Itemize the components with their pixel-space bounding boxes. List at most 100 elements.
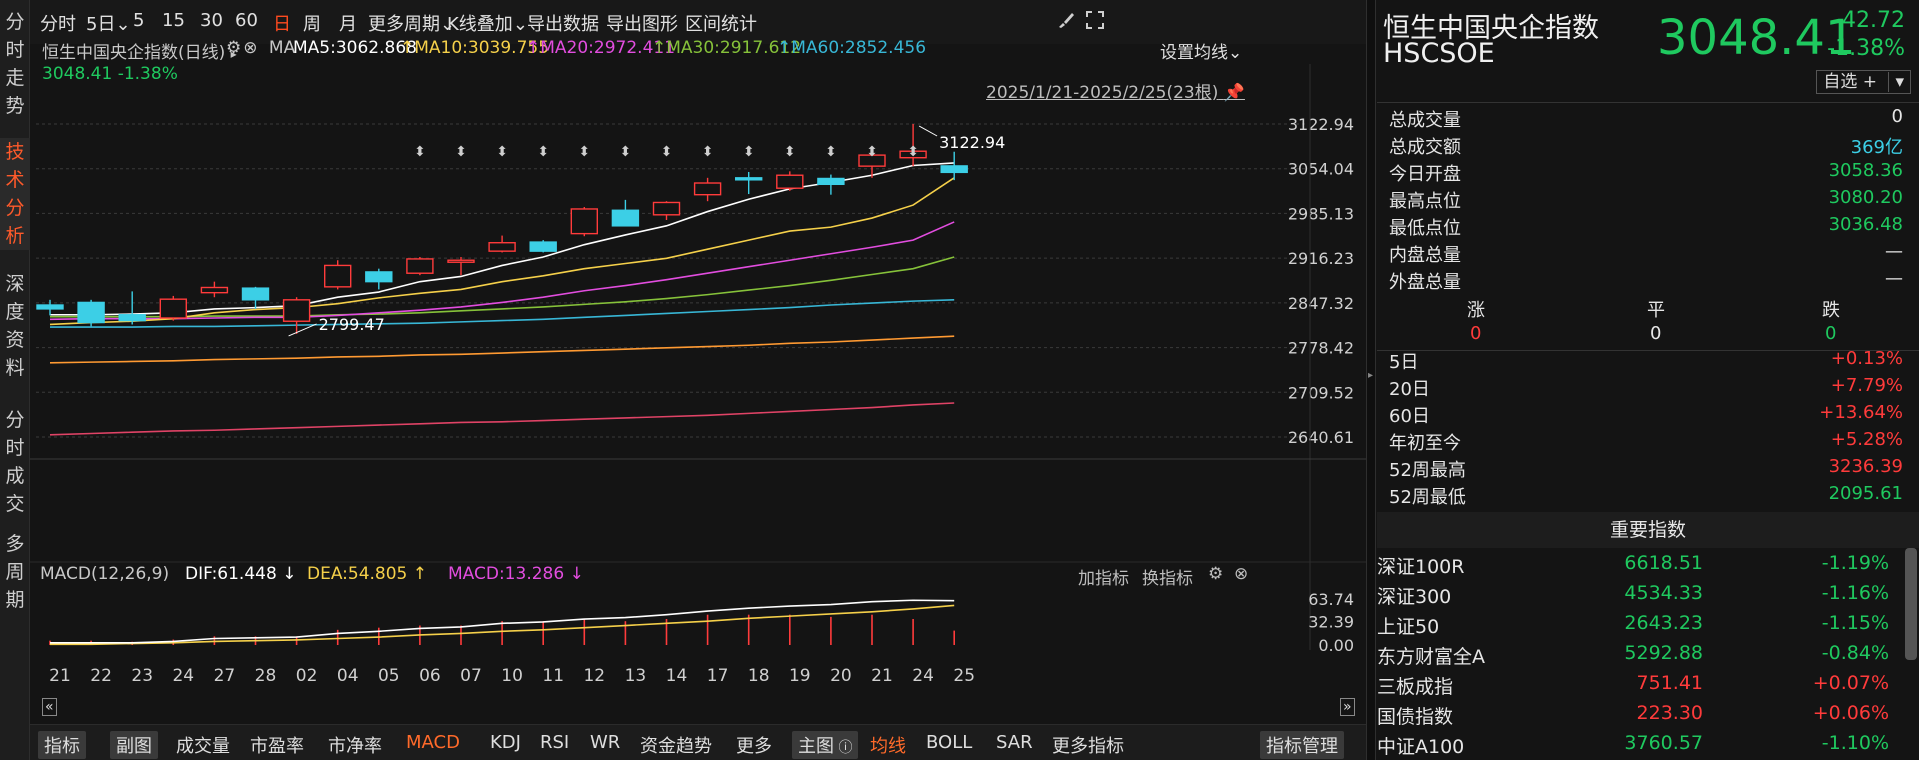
export-chart-button[interactable]: 导出图形 [606, 14, 678, 35]
chevron-down-icon: ⌄ [1228, 43, 1243, 63]
stat-row: 总成交量 0 [1377, 106, 1919, 133]
x-tick-label: 13 [625, 666, 647, 686]
pin-icon[interactable]: 📌 [1223, 83, 1245, 103]
indicator-tab-12[interactable]: 均线 [870, 736, 906, 757]
ma60-label: ↑MA60:2852.456 [777, 38, 927, 58]
left-nav-item-0[interactable]: 分时走势 [0, 8, 30, 120]
left-nav-item-4[interactable]: 多周期 [0, 530, 30, 614]
indicator-tab-13[interactable]: BOLL [926, 732, 973, 753]
close-icon[interactable]: ⊗ [243, 38, 258, 58]
x-tick-label: 07 [460, 666, 482, 686]
close-icon[interactable]: ⊗ [1234, 564, 1249, 584]
ma-settings-dropdown[interactable]: 设置均线⌄ [1160, 43, 1243, 63]
stat-row: 外盘总量 — [1377, 268, 1919, 295]
indicator-tab-9[interactable]: 资金趋势 [640, 736, 712, 757]
switch-indicator-button[interactable]: 换指标 [1142, 569, 1193, 589]
indicator-manage-button[interactable]: 指标管理 [1260, 731, 1344, 759]
tab-15min[interactable]: 15 [162, 10, 185, 31]
index-row[interactable]: 东方财富全A 5292.88 -0.84% [1377, 642, 1897, 672]
index-row-price: 4534.33 [1624, 582, 1703, 604]
indicator-tab-1[interactable]: 副图 [110, 731, 158, 759]
kline-overlay-dropdown[interactable]: K线叠加⌄ [447, 14, 528, 35]
y-tick-label: 2985.13 [1288, 204, 1354, 223]
x-tick-label: 19 [789, 666, 811, 686]
export-data-button[interactable]: 导出数据 [527, 14, 599, 35]
left-nav-item-2[interactable]: 深度资料 [0, 270, 30, 382]
index-row[interactable]: 三板成指 751.41 +0.07% [1377, 672, 1897, 702]
ma30-label: ↑MA30:2917.612 [652, 38, 802, 58]
chart-area[interactable]: 3122.94 3054.04 2985.13 2916.23 2847.32 2778.… [30, 38, 1366, 716]
macd-dif-line [50, 599, 955, 644]
ma5-line [50, 162, 955, 316]
performance-value: 3236.39 [1828, 456, 1903, 477]
ma-label: MA [268, 38, 296, 58]
panel-splitter[interactable]: ▸ [1366, 0, 1376, 760]
scroll-left-button[interactable]: « [42, 698, 57, 716]
expand-icon[interactable] [1085, 10, 1105, 35]
brush-icon[interactable] [1056, 10, 1076, 35]
index-row-name: 上证50 [1377, 616, 1440, 638]
index-row[interactable]: 中证A100 3760.57 -1.10% [1377, 732, 1897, 760]
index-row-price: 2643.23 [1624, 612, 1703, 634]
tab-30min[interactable]: 30 [200, 10, 223, 31]
indicator-tab-7[interactable]: RSI [540, 732, 570, 753]
ma20-line [49, 221, 955, 321]
indicator-tab-2[interactable]: 成交量 [176, 736, 230, 757]
tab-daily[interactable]: 日 [273, 14, 291, 35]
indices-scrollbar[interactable] [1905, 548, 1917, 660]
more-periods-dropdown[interactable]: 更多周期⌄ [368, 14, 456, 35]
indicator-tab-11[interactable]: 主图 ⓘ [792, 731, 859, 759]
tab-5min[interactable]: 5 [133, 10, 145, 31]
left-nav-item-3[interactable]: 分时成交 [0, 406, 30, 518]
index-row[interactable]: 国债指数 223.30 +0.06% [1377, 702, 1897, 732]
index-row-change: -0.84% [1821, 642, 1889, 664]
ma-settings-icons[interactable]: ⚙ ⊗ MA [226, 38, 295, 58]
indicator-tab-6[interactable]: KDJ [490, 732, 521, 753]
indicator-tab-8[interactable]: WR [590, 732, 621, 753]
index-row[interactable]: 上证50 2643.23 -1.15% [1377, 612, 1897, 642]
chevron-down-icon: ⌄ [115, 14, 131, 35]
chevron-down-icon: ⌄ [440, 14, 456, 35]
gear-icon[interactable]: ⚙ [226, 38, 242, 58]
tab-intraday[interactable]: 分时 [40, 14, 76, 35]
indicator-tab-14[interactable]: SAR [996, 732, 1033, 753]
stat-label: 今日开盘 [1389, 164, 1461, 185]
performance-label: 5日 [1389, 352, 1419, 373]
x-tick-label: 25 [953, 666, 975, 686]
index-row[interactable]: 深证300 4534.33 -1.16% [1377, 582, 1897, 612]
indicator-tab-4[interactable]: 市净率 [328, 736, 382, 757]
stat-value: 3058.36 [1828, 160, 1903, 181]
indicator-tab-5[interactable]: MACD [406, 732, 460, 753]
x-tick-label: 21 [871, 666, 893, 686]
indicator-tab-10[interactable]: 更多 [736, 736, 772, 757]
chevron-down-icon[interactable]: ▾ [1888, 72, 1904, 92]
kline-chart[interactable]: 3122.94 3054.04 2985.13 2916.23 2847.32 2778.… [30, 44, 1366, 694]
tab-monthly[interactable]: 月 [339, 14, 357, 35]
add-indicator-button[interactable]: 加指标 [1078, 569, 1129, 589]
breadth-label: 平 [1647, 296, 1707, 323]
range-stats-button[interactable]: 区间统计 [685, 14, 757, 35]
performance-value: +0.13% [1830, 348, 1903, 369]
left-nav-char: 析 [5, 225, 25, 247]
performance-value: 2095.61 [1828, 483, 1903, 504]
candle-body [529, 241, 557, 252]
stat-value: 0 [1891, 106, 1903, 127]
stat-value: 3080.20 [1828, 187, 1903, 208]
index-row[interactable]: 深证100R 6618.51 -1.19% [1377, 552, 1897, 582]
tab-60min[interactable]: 60 [235, 10, 258, 31]
help-icon[interactable]: ⓘ [834, 740, 853, 756]
macd-macd-label: MACD:13.286 ↓ [448, 564, 584, 584]
tab-5day[interactable]: 5日⌄ [86, 14, 131, 35]
collapse-arrow-icon[interactable]: ▸ [1368, 370, 1374, 381]
event-marker-icon: ⬍ [455, 144, 467, 160]
date-range-label[interactable]: 2025/1/21-2025/2/25(23根) 📌 [986, 83, 1245, 103]
indicator-tab-15[interactable]: 更多指标 [1052, 736, 1124, 757]
indicator-tab-3[interactable]: 市盈率 [250, 736, 304, 757]
scroll-right-button[interactable]: » [1340, 698, 1355, 716]
left-nav-char: 时 [5, 39, 25, 61]
left-nav-item-1[interactable]: 技术分析 [0, 138, 30, 250]
indicator-tab-0[interactable]: 指标 [38, 731, 86, 759]
gear-icon[interactable]: ⚙ [1208, 564, 1224, 584]
add-watchlist-dropdown[interactable]: 自选 + ▾ [1816, 70, 1911, 94]
tab-weekly[interactable]: 周 [303, 14, 321, 35]
